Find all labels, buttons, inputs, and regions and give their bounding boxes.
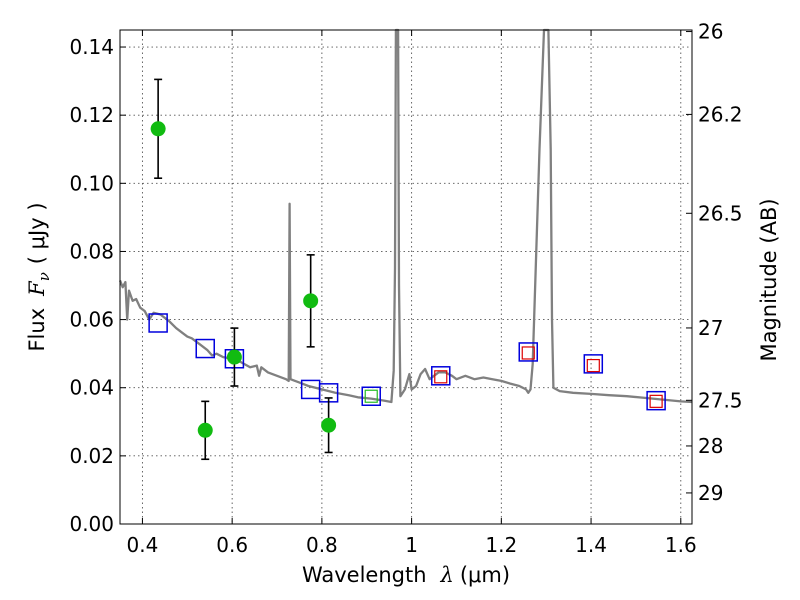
y2-tick-label: 28: [698, 434, 723, 458]
model-photometry-square: [646, 390, 666, 411]
y-axis-label-subscript: ν: [35, 272, 53, 281]
inner-marker-square: [434, 370, 448, 384]
x-tick-label: 0.6: [216, 533, 248, 557]
observed-point: [303, 293, 319, 309]
observed-point: [150, 121, 166, 137]
x-tick-label: 0.8: [306, 533, 338, 557]
y-tick-label: 0.14: [69, 35, 114, 59]
model-photometry-square: [431, 366, 451, 386]
inner-marker-square: [649, 394, 663, 408]
model-photometry-square: [195, 338, 215, 359]
inner-marker-square: [364, 389, 378, 403]
observed-point: [321, 417, 337, 433]
model-photometry-square: [361, 386, 381, 406]
axis-ticks: 0.4 0.6 0.8 1 1.2 1.4 1.6 0.00 0.02 0.04 0.06 0.08 0…: [69, 20, 742, 557]
y-tick-label: 0.00: [69, 512, 114, 536]
inner-marker-square: [521, 346, 535, 360]
y2-axis-label: Magnitude (AB): [757, 198, 781, 361]
y2-tick-label: 29: [698, 481, 723, 505]
y2-tick-label: 26.2: [698, 102, 743, 126]
sed-model-line: [118, 28, 693, 404]
y2-tick-label: 27: [698, 316, 723, 340]
observed-point: [226, 349, 242, 365]
y-tick-label: 0.04: [69, 376, 114, 400]
model-photometry-square: [148, 313, 168, 333]
y-tick-label: 0.02: [69, 444, 114, 468]
x-tick-label: 1.4: [575, 533, 607, 557]
y-axis-label-unit: ( μJy ): [25, 202, 49, 264]
y2-tick-label: 27.5: [698, 388, 743, 412]
y2-tick-label: 26: [698, 20, 723, 44]
x-axis-label-unit: (μm): [460, 563, 510, 587]
model-photometry-square: [583, 354, 604, 374]
y-tick-label: 0.06: [69, 308, 114, 332]
x-axis-label-text: Wavelength: [302, 563, 427, 587]
plot-frame: [119, 29, 693, 525]
y-axis-label: Flux Fν ( μJy ): [25, 202, 53, 351]
y-axis-label-symbol: F: [25, 280, 49, 297]
y-tick-label: 0.10: [69, 171, 114, 195]
x-tick-label: 1.6: [665, 533, 697, 557]
grid-lines: [120, 30, 692, 524]
inner-marker-square: [586, 358, 600, 373]
y-tick-label: 0.12: [69, 103, 114, 127]
x-tick-label: 1.2: [485, 533, 517, 557]
y-tick-label: 0.08: [69, 239, 114, 263]
y-axis-label-text: Flux: [25, 308, 49, 352]
model-photometry-square: [518, 342, 539, 362]
x-axis-label: Wavelength λ (μm): [302, 563, 510, 587]
observed-point: [197, 422, 213, 438]
data-layer: [118, 28, 693, 461]
x-tick-label: 0.4: [127, 533, 159, 557]
x-tick-label: 1: [405, 533, 418, 557]
x-axis-label-symbol: λ: [440, 563, 454, 587]
y2-tick-label: 26.5: [698, 201, 743, 225]
